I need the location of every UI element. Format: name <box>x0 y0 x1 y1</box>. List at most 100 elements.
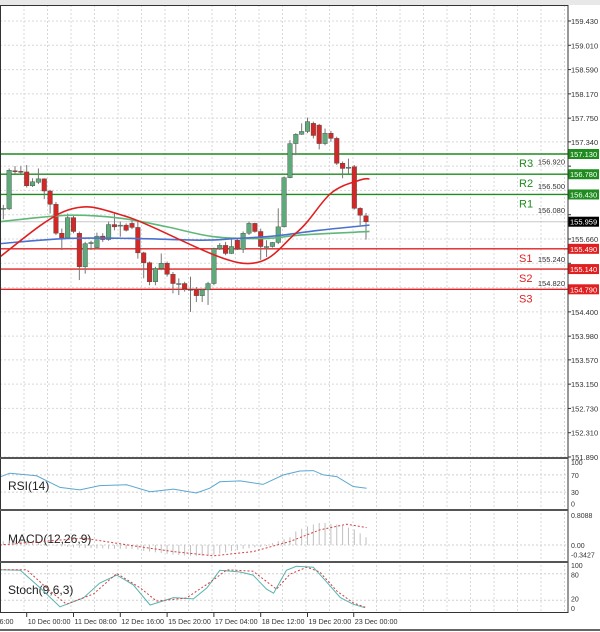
bearish-candle[interactable] <box>59 233 65 239</box>
bearish-candle[interactable] <box>328 132 334 139</box>
bearish-candle[interactable] <box>18 171 24 173</box>
bearish-candle[interactable] <box>70 217 76 232</box>
bearish-candle[interactable] <box>193 289 199 296</box>
bearish-candle[interactable] <box>129 223 135 228</box>
price-tick-label: 153.570 <box>571 356 598 365</box>
moving-average-mid-line <box>0 214 370 240</box>
bullish-candle[interactable] <box>6 169 12 210</box>
bearish-candle[interactable] <box>76 233 82 267</box>
bullish-candle[interactable] <box>293 134 299 144</box>
bearish-candle[interactable] <box>223 245 229 254</box>
bearish-candle[interactable] <box>310 123 316 136</box>
bearish-candle[interactable] <box>135 227 141 254</box>
bearish-candle[interactable] <box>334 138 340 164</box>
price-tick-label: 157.750 <box>571 114 598 123</box>
macd-panel[interactable]: MACD(12,26,9) <box>0 522 367 557</box>
price-tick-label: 157.340 <box>571 138 598 147</box>
time-tick-label: 17 Dec 04:00 <box>215 617 258 626</box>
bullish-candle[interactable] <box>94 235 100 248</box>
bullish-candle[interactable] <box>30 181 36 187</box>
time-tick-label: 10 Dec 00:00 <box>28 617 71 626</box>
bullish-candle[interactable] <box>264 246 270 248</box>
bearish-candle[interactable] <box>351 166 357 209</box>
stoch-tick-label: 100 <box>571 563 583 570</box>
bullish-candle[interactable] <box>106 224 112 240</box>
stoch-label: Stoch(9,6,3) <box>8 583 73 597</box>
level-price-value: 154.790 <box>570 285 597 294</box>
bearish-candle[interactable] <box>123 224 129 231</box>
bearish-candle[interactable] <box>363 215 369 222</box>
bearish-candle[interactable] <box>12 170 18 172</box>
rsi-tick-label: 0 <box>571 502 575 509</box>
time-tick-label: 16:00 <box>0 617 14 626</box>
bearish-candle[interactable] <box>141 252 147 263</box>
bullish-candle[interactable] <box>199 289 205 296</box>
stoch-panel[interactable]: Stoch(9,6,3) <box>0 565 367 609</box>
bullish-candle[interactable] <box>176 283 182 285</box>
macd-signal-line <box>0 523 367 557</box>
bullish-candle[interactable] <box>65 217 71 239</box>
bullish-candle[interactable] <box>88 242 94 244</box>
level-label-s2: S2 <box>519 273 532 285</box>
macd-tick-label: -0.3427 <box>571 553 595 560</box>
bullish-candle[interactable] <box>211 248 217 284</box>
bearish-candle[interactable] <box>164 263 170 275</box>
bearish-candle[interactable] <box>234 239 240 250</box>
moving-average-slow-line <box>0 224 370 245</box>
bullish-candle[interactable] <box>240 233 246 250</box>
bearish-candle[interactable] <box>147 262 153 282</box>
level-price-value: 156.430 <box>570 190 597 199</box>
bullish-candle[interactable] <box>0 208 6 210</box>
bearish-candle[interactable] <box>53 204 59 234</box>
rsi-tick-label: 30 <box>571 490 579 497</box>
price-tick-label: 159.430 <box>571 17 598 26</box>
price-tick-label: 152.730 <box>571 404 598 413</box>
bullish-candle[interactable] <box>299 131 305 135</box>
bullish-candle[interactable] <box>281 177 287 228</box>
level-price-box <box>568 243 599 254</box>
bearish-candle[interactable] <box>340 163 346 169</box>
macd-tick-label: 0.00 <box>571 543 585 550</box>
stoch-tick-label: 80 <box>571 573 579 580</box>
bullish-candle[interactable] <box>246 223 252 234</box>
bearish-candle[interactable] <box>111 224 117 228</box>
bearish-candle[interactable] <box>182 283 188 289</box>
price-panel[interactable]: R3 R2 R1 S1 S2 S3 <box>0 117 568 312</box>
rsi-tick-label: 100 <box>571 460 583 467</box>
bullish-candle[interactable] <box>35 178 41 183</box>
rsi-panel[interactable]: RSI(14) <box>0 470 367 494</box>
bearish-candle[interactable] <box>357 208 363 216</box>
bullish-candle[interactable] <box>269 242 275 247</box>
price-tick-label: 152.310 <box>571 429 598 438</box>
bullish-candle[interactable] <box>152 268 158 282</box>
moving-average-fast-line <box>0 177 370 265</box>
macd-tick-label: 0.8088 <box>571 513 593 520</box>
level-label-r3: R3 <box>519 158 533 170</box>
bullish-candle[interactable] <box>158 263 164 269</box>
bearish-candle[interactable] <box>316 124 322 144</box>
bearish-candle[interactable] <box>24 171 30 187</box>
bullish-candle[interactable] <box>287 143 293 178</box>
stoch-tick-label: 0 <box>571 606 575 613</box>
level-price-value: 157.130 <box>570 150 597 159</box>
bearish-candle[interactable] <box>187 289 193 291</box>
bullish-candle[interactable] <box>117 224 123 227</box>
current-price-box <box>568 216 599 227</box>
bearish-candle[interactable] <box>41 178 47 192</box>
level-price-box <box>568 284 599 295</box>
bullish-candle[interactable] <box>322 132 328 144</box>
bullish-candle[interactable] <box>217 245 223 250</box>
bullish-candle[interactable] <box>345 167 351 169</box>
bearish-candle[interactable] <box>47 190 53 205</box>
bullish-candle[interactable] <box>228 246 234 254</box>
bullish-candle[interactable] <box>305 121 311 132</box>
price-tick-label: 153.150 <box>571 380 598 389</box>
bullish-candle[interactable] <box>205 283 211 291</box>
bearish-candle[interactable] <box>170 274 176 284</box>
current-price-value: 155.959 <box>570 218 597 227</box>
level-label-r1: R1 <box>519 198 533 210</box>
bearish-candle[interactable] <box>252 223 258 232</box>
bullish-candle[interactable] <box>82 243 88 267</box>
